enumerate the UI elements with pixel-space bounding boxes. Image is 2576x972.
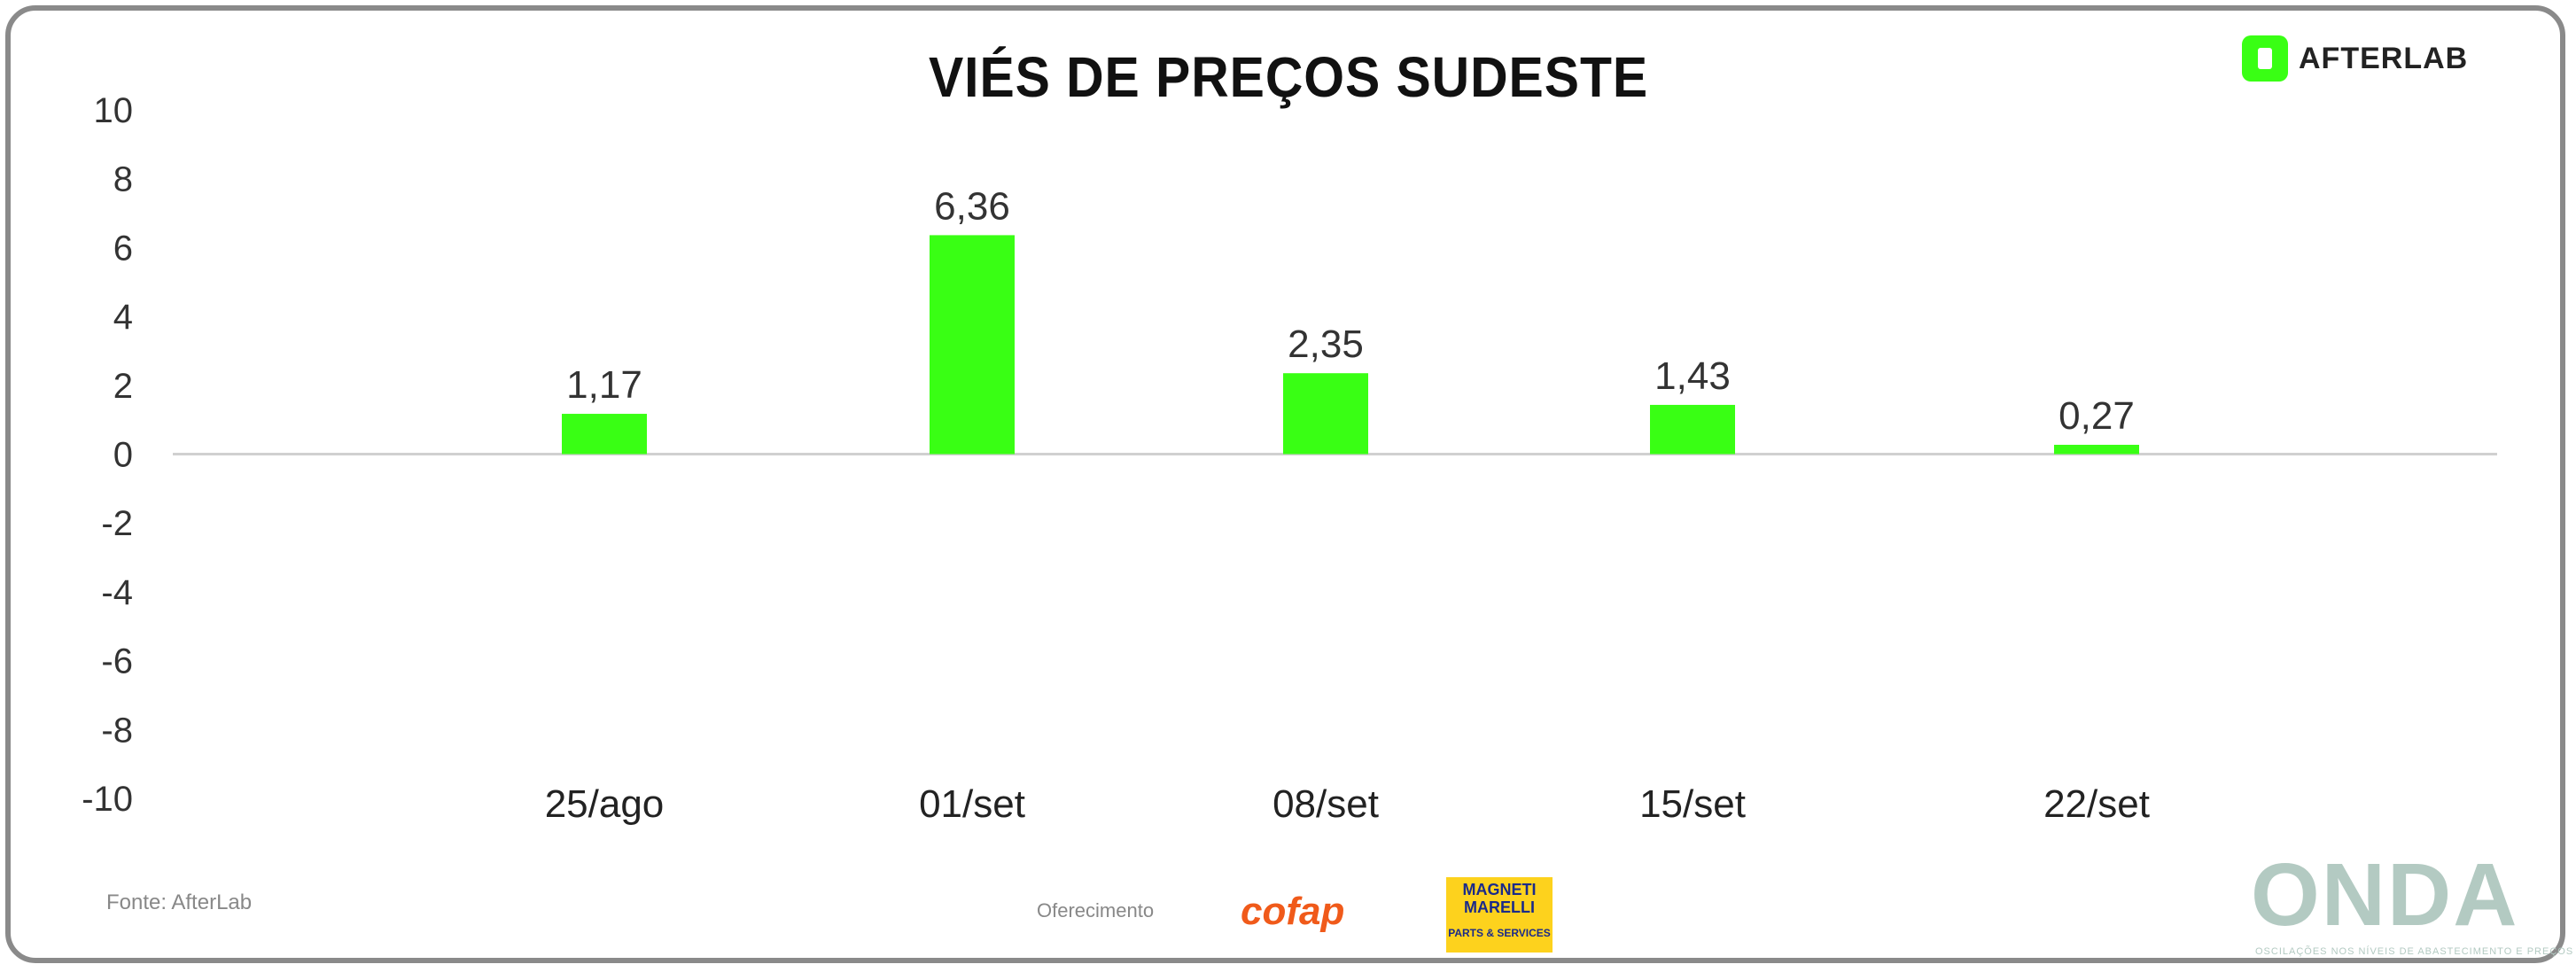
bar-08/set xyxy=(1283,373,1368,455)
magneti-marelli-logo: MAGNETI MARELLI PARTS & SERVICES xyxy=(1446,877,1553,953)
data-label: 0,27 xyxy=(2058,394,2135,438)
y-tick-label: 10 xyxy=(94,91,134,130)
y-tick-label: 2 xyxy=(113,367,133,406)
onda-tagline: OSCILAÇÕES NOS NÍVEIS DE ABASTECIMENTO E… xyxy=(2255,946,2574,957)
y-tick-label: 0 xyxy=(113,436,133,475)
x-tick-label: 22/set xyxy=(2043,782,2150,826)
y-tick-label: 8 xyxy=(113,160,133,199)
y-tick-label: -8 xyxy=(101,711,133,750)
data-label: 1,17 xyxy=(566,363,642,407)
data-label: 2,35 xyxy=(1288,323,1364,366)
y-tick-label: 4 xyxy=(113,298,133,337)
bar-22/set xyxy=(2054,445,2139,455)
y-tick-label: 6 xyxy=(113,229,133,268)
bar-15/set xyxy=(1650,404,1735,455)
y-tick-label: -4 xyxy=(101,573,133,612)
onda-logo: ONDA xyxy=(2251,845,2519,945)
y-tick-label: -6 xyxy=(101,642,133,681)
sponsor-label: Oferecimento xyxy=(1037,899,1155,921)
x-tick-label: 01/set xyxy=(919,782,1025,826)
magneti-marelli-sub: PARTS & SERVICES xyxy=(1448,927,1551,939)
bar-25/ago xyxy=(562,414,647,455)
chart-frame xyxy=(5,5,2565,963)
afterlab-logo: AFTERLAB xyxy=(2242,35,2468,82)
source-note: Fonte: AfterLab xyxy=(106,890,253,914)
x-tick-label: 15/set xyxy=(1639,782,1746,826)
x-tick-label: 08/set xyxy=(1272,782,1379,826)
bar-01/set xyxy=(930,235,1015,455)
afterlab-logo-text: AFTERLAB xyxy=(2299,41,2469,75)
y-tick-label: -10 xyxy=(82,780,133,819)
data-label: 1,43 xyxy=(1654,354,1731,398)
y-tick-label: -2 xyxy=(101,504,133,543)
magneti-marelli-name: MAGNETI MARELLI xyxy=(1462,881,1537,916)
afterlab-logo-icon xyxy=(2242,35,2288,82)
chart-title: VIÉS DE PREÇOS SUDESTE xyxy=(928,45,1648,109)
data-label: 6,36 xyxy=(934,184,1010,228)
x-tick-label: 25/ago xyxy=(545,782,665,826)
cofap-logo: cofap xyxy=(1241,890,1345,933)
